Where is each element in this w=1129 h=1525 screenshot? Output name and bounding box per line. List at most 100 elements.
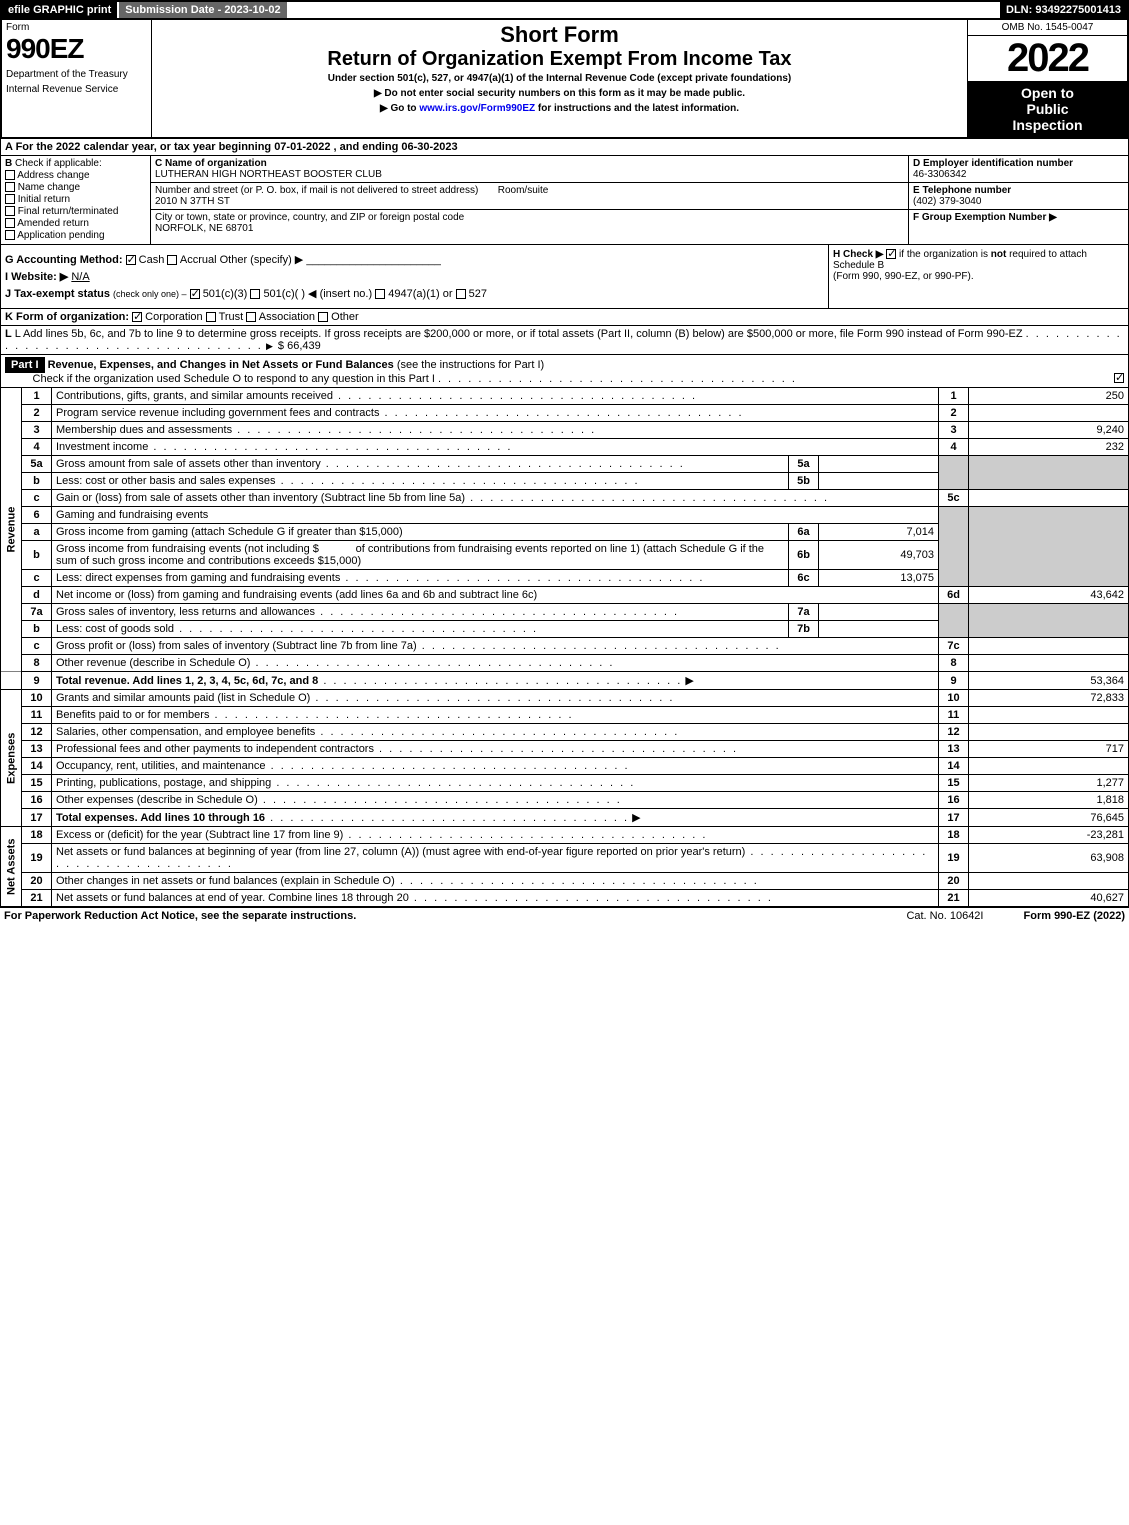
chk-address: Address change: [5, 170, 146, 181]
section-de: D Employer identification number 46-3306…: [908, 156, 1128, 244]
line-6b-sub: 6b: [789, 541, 819, 570]
line-7a-desc: Gross sales of inventory, less returns a…: [52, 604, 789, 621]
section-i: I Website: ▶ N/A: [5, 270, 824, 283]
line-18-no: 18: [22, 827, 52, 844]
city-row: City or town, state or province, country…: [151, 210, 908, 236]
line-1-desc-text: Contributions, gifts, grants, and simila…: [56, 390, 333, 402]
form-number: 990EZ: [6, 33, 147, 65]
checkbox-501c-icon: [250, 289, 260, 299]
footer-right-form: 990-EZ: [1054, 910, 1090, 922]
city-value: NORFOLK, NE 68701: [155, 223, 253, 234]
org-name: LUTHERAN HIGH NORTHEAST BOOSTER CLUB: [155, 169, 382, 180]
omb-number: OMB No. 1545-0047: [968, 20, 1127, 36]
line-9-desc: Total revenue. Add lines 1, 2, 3, 4, 5c,…: [52, 672, 939, 690]
section-g: G Accounting Method: Cash Accrual Other …: [5, 253, 824, 266]
dept-treasury: Department of the Treasury: [6, 69, 147, 80]
line-15-desc: Printing, publications, postage, and shi…: [52, 775, 939, 792]
line-20-val: [969, 873, 1129, 890]
note-link: ▶ Go to www.irs.gov/Form990EZ for instru…: [156, 103, 963, 114]
line-5a-no: 5a: [22, 456, 52, 473]
g-label: G Accounting Method:: [5, 254, 123, 266]
section-bcdef: B Check if applicable: Address change Na…: [0, 156, 1129, 245]
line-9-ref: 9: [939, 672, 969, 690]
line-7a-no: 7a: [22, 604, 52, 621]
line-1-desc: Contributions, gifts, grants, and simila…: [52, 388, 939, 405]
section-gh: G Accounting Method: Cash Accrual Other …: [0, 245, 1129, 309]
chk-amended: Amended return: [5, 218, 146, 229]
ein-value: 46-3306342: [913, 169, 966, 180]
line-16-desc-text: Other expenses (describe in Schedule O): [56, 794, 258, 806]
j-label: J Tax-exempt status: [5, 288, 110, 300]
footer-right-post: (2022): [1093, 910, 1125, 922]
line-8-no: 8: [22, 655, 52, 672]
line-2-desc-text: Program service revenue including govern…: [56, 407, 379, 419]
chk-final-label: Final return/terminated: [18, 206, 119, 217]
line-17-val: 76,645: [969, 809, 1129, 827]
badge-line2: Public: [972, 101, 1123, 117]
checkbox-icon: [5, 230, 15, 240]
l-text: L Add lines 5b, 6c, and 7b to line 9 to …: [15, 328, 1023, 340]
org-name-label: C Name of organization: [155, 158, 267, 169]
line-18-desc-text: Excess or (deficit) for the year (Subtra…: [56, 829, 343, 841]
part1-header-row: Part I Revenue, Expenses, and Changes in…: [0, 355, 1129, 388]
line-11-ref: 11: [939, 707, 969, 724]
line-11-val: [969, 707, 1129, 724]
line-4-desc-text: Investment income: [56, 441, 148, 453]
line-6b-no: b: [22, 541, 52, 570]
checkbox-other-icon: [318, 312, 328, 322]
checkbox-icon: [5, 194, 15, 204]
line-12-val: [969, 724, 1129, 741]
title-short-form: Short Form: [156, 22, 963, 48]
line-6a-subval: 7,014: [819, 524, 939, 541]
line-6d-ref: 6d: [939, 587, 969, 604]
line-6-no: 6: [22, 507, 52, 524]
line-14-desc-text: Occupancy, rent, utilities, and maintena…: [56, 760, 266, 772]
line-7a-subval: [819, 604, 939, 621]
line-18-val: -23,281: [969, 827, 1129, 844]
line-19-ref: 19: [939, 844, 969, 873]
part1-title: Revenue, Expenses, and Changes in Net As…: [48, 359, 394, 371]
line-8-val: [969, 655, 1129, 672]
org-name-row: C Name of organization LUTHERAN HIGH NOR…: [151, 156, 908, 183]
room-label: Room/suite: [498, 185, 549, 196]
j-note: (check only one) –: [113, 289, 187, 299]
line-20-desc: Other changes in net assets or fund bala…: [52, 873, 939, 890]
chk-name-label: Name change: [18, 182, 80, 193]
line-2-val: [969, 405, 1129, 422]
l-amount: $ 66,439: [278, 340, 321, 352]
line-17-ref: 17: [939, 809, 969, 827]
line-6c-desc-text: Less: direct expenses from gaming and fu…: [56, 572, 340, 584]
line-3-val: 9,240: [969, 422, 1129, 439]
revenue-side-label: Revenue: [1, 388, 22, 672]
b-label: B: [5, 158, 12, 169]
line-7a-sub: 7a: [789, 604, 819, 621]
g-cash: Cash: [139, 254, 165, 266]
line-12-desc: Salaries, other compensation, and employ…: [52, 724, 939, 741]
shade-5: [939, 456, 969, 490]
group-exempt-label: F Group Exemption Number ▶: [913, 212, 1057, 223]
i-label: I Website: ▶: [5, 271, 68, 283]
footer-right-pre: Form: [1024, 910, 1055, 922]
part1-title-note: (see the instructions for Part I): [397, 359, 544, 371]
line-7c-desc-text: Gross profit or (loss) from sales of inv…: [56, 640, 417, 652]
checkbox-h-icon: [886, 249, 896, 259]
line-8-ref: 8: [939, 655, 969, 672]
line-18-ref: 18: [939, 827, 969, 844]
note-link-post: for instructions and the latest informat…: [538, 103, 739, 114]
g-line: ______________________: [306, 254, 441, 266]
irs-link[interactable]: www.irs.gov/Form990EZ: [419, 103, 535, 114]
k-label: K Form of organization:: [5, 311, 129, 323]
street-value: 2010 N 37TH ST: [155, 196, 230, 207]
line-17-no: 17: [22, 809, 52, 827]
line-15-desc-text: Printing, publications, postage, and shi…: [56, 777, 271, 789]
line-17-desc-text: Total expenses. Add lines 10 through 16: [56, 812, 265, 824]
b-check-if: Check if applicable:: [15, 158, 102, 169]
shade-6: [939, 507, 969, 587]
line-10-no: 10: [22, 690, 52, 707]
line-2-desc: Program service revenue including govern…: [52, 405, 939, 422]
form-header: Form 990EZ Department of the Treasury In…: [0, 18, 1129, 139]
chk-name: Name change: [5, 182, 146, 193]
line-6d-desc: Net income or (loss) from gaming and fun…: [52, 587, 939, 604]
j-opt4: 527: [469, 288, 487, 300]
line-14-ref: 14: [939, 758, 969, 775]
